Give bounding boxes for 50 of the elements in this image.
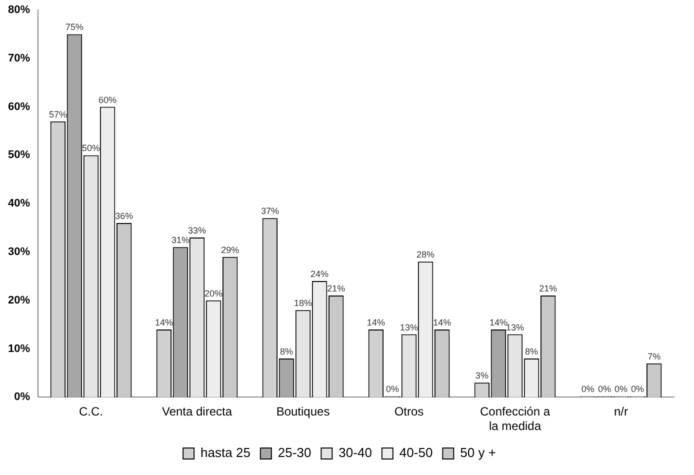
data-label: 14% — [366, 317, 385, 328]
data-label: 14% — [489, 317, 508, 328]
data-label: 21% — [327, 284, 346, 294]
legend-label: 30-40 — [338, 445, 372, 460]
data-label: 50% — [82, 143, 100, 154]
data-label: 0% — [598, 384, 611, 394]
data-label: 18% — [294, 298, 312, 308]
y-tick-label: 80% — [8, 4, 30, 16]
data-label: 0% — [581, 384, 594, 394]
x-tick-label: Otros — [394, 404, 424, 419]
legend-label: 50 y + — [460, 445, 496, 460]
data-label: 57% — [48, 109, 67, 120]
data-label: 60% — [98, 94, 117, 105]
x-tick-label: Confección a la medida — [480, 404, 550, 434]
x-tick-label: Venta directa — [162, 404, 232, 419]
data-label: 14% — [433, 317, 452, 328]
y-tick-label: 20% — [8, 294, 30, 306]
data-label: 14% — [154, 317, 173, 328]
data-label: 8% — [280, 346, 293, 356]
data-label: 29% — [221, 244, 240, 255]
data-label: 7% — [648, 351, 661, 362]
data-label: 0% — [631, 384, 644, 394]
data-label: 36% — [115, 210, 134, 221]
data-label: 0% — [386, 384, 399, 394]
data-label: 75% — [65, 22, 84, 32]
data-label: 8% — [525, 346, 538, 356]
data-label: 31% — [171, 235, 190, 246]
y-tick-label: 40% — [8, 198, 30, 210]
y-tick-label: 50% — [8, 149, 30, 162]
data-label: 3% — [475, 370, 488, 381]
data-label: 21% — [539, 284, 558, 294]
y-tick-label: 30% — [8, 246, 30, 258]
legend-label: 40-50 — [399, 445, 433, 460]
y-tick-label: 10% — [8, 342, 30, 355]
x-tick-label: Boutiques — [276, 404, 330, 419]
legend-label: hasta 25 — [200, 445, 250, 460]
data-label: 0% — [614, 384, 628, 394]
data-label: 20% — [204, 288, 223, 298]
data-label: 13% — [400, 322, 418, 332]
y-tick-label: 60% — [8, 100, 30, 113]
data-label: 13% — [506, 322, 524, 332]
data-label: 24% — [310, 269, 329, 280]
data-label: 33% — [188, 225, 206, 236]
y-tick-label: 0% — [14, 391, 30, 404]
x-tick-label: n/r — [614, 404, 628, 419]
y-tick-label: 70% — [8, 52, 30, 64]
legend-label: 25-30 — [278, 445, 312, 460]
data-label: 37% — [260, 206, 279, 216]
x-tick-label: C.C. — [79, 404, 104, 419]
data-label: 28% — [416, 250, 435, 260]
